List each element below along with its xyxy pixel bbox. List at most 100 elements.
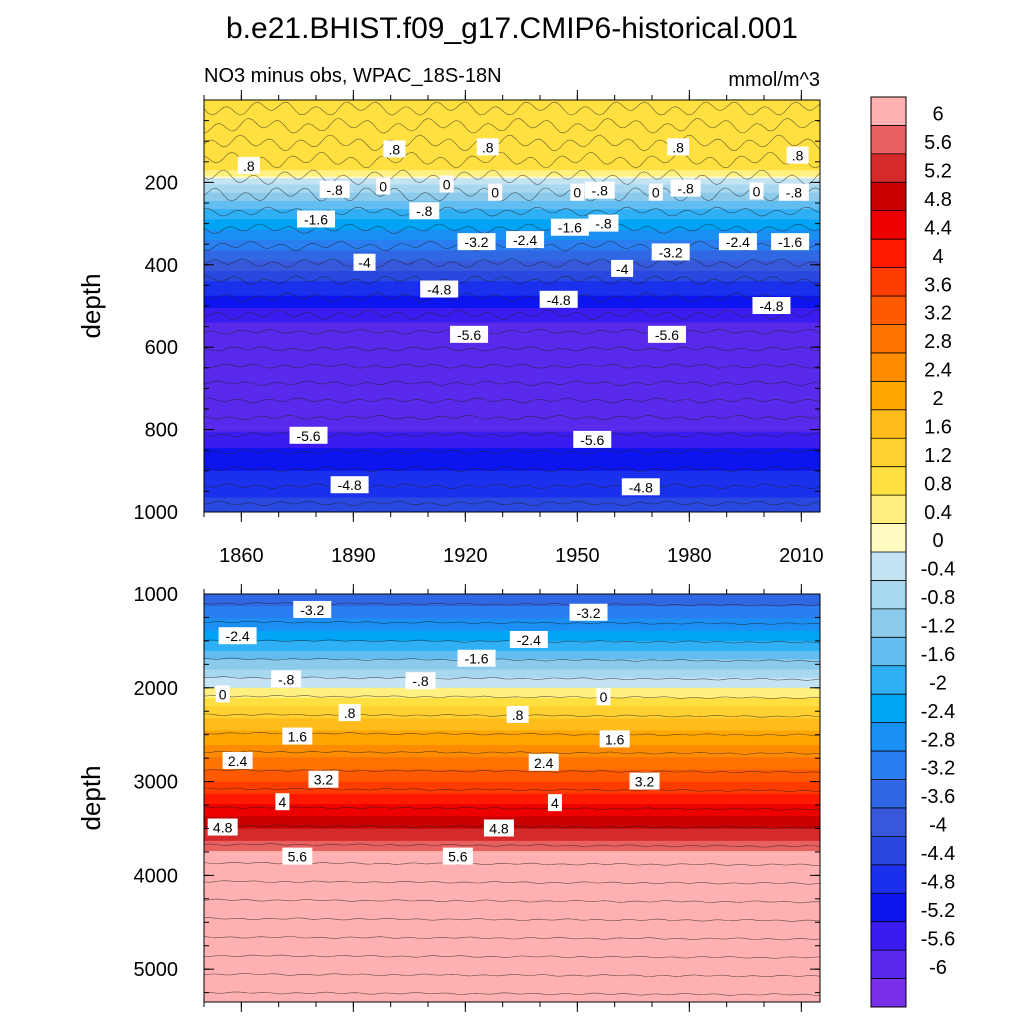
contour-band [204, 702, 820, 705]
contour-band [204, 771, 820, 775]
contour-band [204, 497, 820, 501]
contour-band [204, 167, 820, 171]
contour-band [204, 647, 820, 650]
colorbar-swatch [871, 864, 906, 894]
svg-text:.8: .8 [482, 139, 494, 155]
contour-band [204, 889, 820, 893]
contour-band [204, 744, 820, 748]
contour-band [204, 887, 820, 891]
contour-band [204, 155, 820, 159]
contour-band [204, 248, 820, 251]
contour-band [204, 657, 820, 660]
contour-band [204, 468, 820, 472]
colorbar-swatch [871, 807, 906, 837]
contour-band [204, 376, 820, 379]
svg-text:2.4: 2.4 [228, 753, 248, 769]
contour-band [204, 975, 820, 979]
contour-band [204, 357, 820, 361]
contour-band [204, 614, 820, 618]
contour-band [204, 353, 820, 357]
svg-text:-3.2: -3.2 [659, 244, 683, 260]
contour-band [204, 942, 820, 946]
contour-band [204, 812, 820, 815]
contour-label: -4.8 [539, 290, 578, 308]
y-tick-label: 1000 [134, 584, 179, 606]
contour-band [204, 977, 820, 981]
contour-line [204, 309, 820, 320]
contour-band [204, 456, 820, 460]
contour-band [204, 262, 820, 266]
contour-band [204, 763, 820, 766]
svg-text:-.8: -.8 [278, 671, 295, 687]
contour-band [204, 959, 820, 962]
svg-text:-5.6: -5.6 [457, 327, 481, 343]
svg-text:-4.8: -4.8 [759, 298, 783, 314]
contour-band [204, 122, 820, 126]
contour-band [204, 663, 820, 666]
contour-band [204, 425, 820, 429]
contour-band [204, 334, 820, 338]
contour-band [204, 503, 820, 507]
contour-band [204, 429, 820, 433]
contour-band [204, 505, 820, 509]
contour-band [204, 724, 820, 728]
svg-text:-4.8: -4.8 [338, 477, 362, 493]
contour-band [204, 814, 820, 817]
contour-band [204, 176, 820, 179]
colorbar-label: -3.6 [921, 786, 955, 808]
contour-band [204, 904, 820, 907]
contour-band [204, 891, 820, 895]
contour-band [204, 948, 820, 952]
contour-line [204, 973, 820, 978]
contour-line [204, 363, 820, 369]
contour-label: -.8 [584, 181, 615, 199]
colorbar-swatch [871, 296, 906, 325]
contour-band [204, 734, 820, 738]
contour-band [204, 985, 820, 989]
contour-band [204, 417, 820, 420]
contour-band [204, 382, 820, 385]
svg-text:0: 0 [600, 689, 608, 705]
contour-band [204, 281, 820, 284]
contour-band [204, 367, 820, 371]
contour-band [204, 955, 820, 958]
contour-label: -.8 [271, 670, 302, 688]
contour-band [204, 667, 820, 671]
contour-band [204, 900, 820, 903]
contour-band [204, 883, 820, 887]
contour-band [204, 499, 820, 503]
contour-band [204, 178, 820, 181]
contour-label: -.8 [409, 202, 440, 220]
contour-band [204, 655, 820, 658]
colorbar-swatch [871, 466, 906, 496]
x-tick-label: 1980 [667, 545, 712, 567]
contour-band [204, 392, 820, 396]
contour-band [204, 283, 820, 286]
contour-band [204, 338, 820, 342]
contour-line [204, 806, 820, 811]
svg-text:-4.8: -4.8 [427, 282, 451, 298]
contour-band [204, 902, 820, 905]
svg-text:3.2: 3.2 [635, 774, 655, 790]
contour-band [204, 174, 820, 177]
contour-band [204, 452, 820, 455]
colorbar-swatch [871, 352, 906, 382]
contour-band [204, 192, 820, 196]
colorbar-swatch [871, 637, 906, 667]
contour-band [204, 628, 820, 632]
contour-band [204, 258, 820, 262]
contour-band [204, 920, 820, 924]
contour-band [204, 132, 820, 136]
contour-band [204, 114, 820, 118]
contour-band [204, 649, 820, 652]
contour-band [204, 673, 820, 677]
upper-contour-panel: .8.8.8.8.8-.8 0 00 0 -.8 0 -.8 0 -.8-1.6-.8-1.6-… [76, 90, 824, 567]
colorbar-label: 2.4 [924, 360, 952, 382]
contour-band [204, 861, 820, 864]
contour-label: -3.2 [569, 603, 608, 621]
contour-band [204, 361, 820, 365]
contour-band [204, 961, 820, 964]
contour-band [204, 936, 820, 940]
svg-text:-4.8: -4.8 [547, 292, 571, 308]
